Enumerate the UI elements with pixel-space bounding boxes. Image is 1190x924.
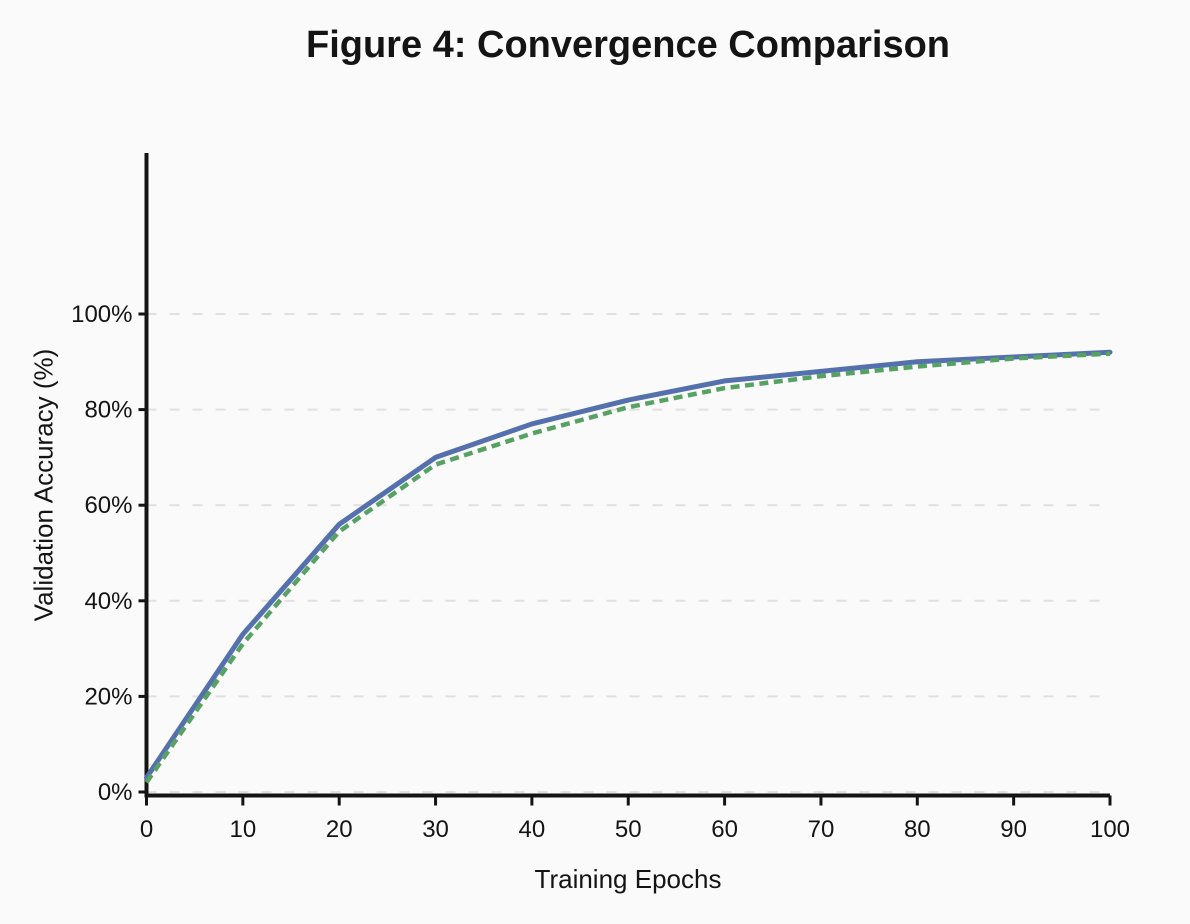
y-tick-label-60: 60% <box>84 492 132 519</box>
y-tick-label-80: 80% <box>84 397 132 424</box>
x-tick-label-50: 50 <box>615 816 642 843</box>
x-tick-label-80: 80 <box>904 816 931 843</box>
x-tick-label-0: 0 <box>140 816 153 843</box>
x-axis-label: Training Epochs <box>534 864 722 894</box>
x-tick-label-90: 90 <box>1000 816 1027 843</box>
y-tick-label-20: 20% <box>84 683 132 710</box>
dashed-green-line <box>144 351 1111 784</box>
y-tick-label-0: 0% <box>98 779 133 806</box>
x-tick-label-100: 100 <box>1090 816 1130 843</box>
solid-blue-line <box>144 349 1113 781</box>
x-tick-label-70: 70 <box>808 816 835 843</box>
x-tick-label-60: 60 <box>711 816 738 843</box>
x-tick-label-30: 30 <box>422 816 449 843</box>
chart-title: Figure 4: Convergence Comparison <box>305 24 950 66</box>
x-tick-label-20: 20 <box>326 816 353 843</box>
y-tick-label-40: 40% <box>84 588 132 615</box>
y-tick-label-100: 100% <box>71 301 132 328</box>
x-tick-label-10: 10 <box>229 816 256 843</box>
y-axis-label: Validation Accuracy (%) <box>28 348 59 622</box>
x-tick-label-40: 40 <box>519 816 546 843</box>
